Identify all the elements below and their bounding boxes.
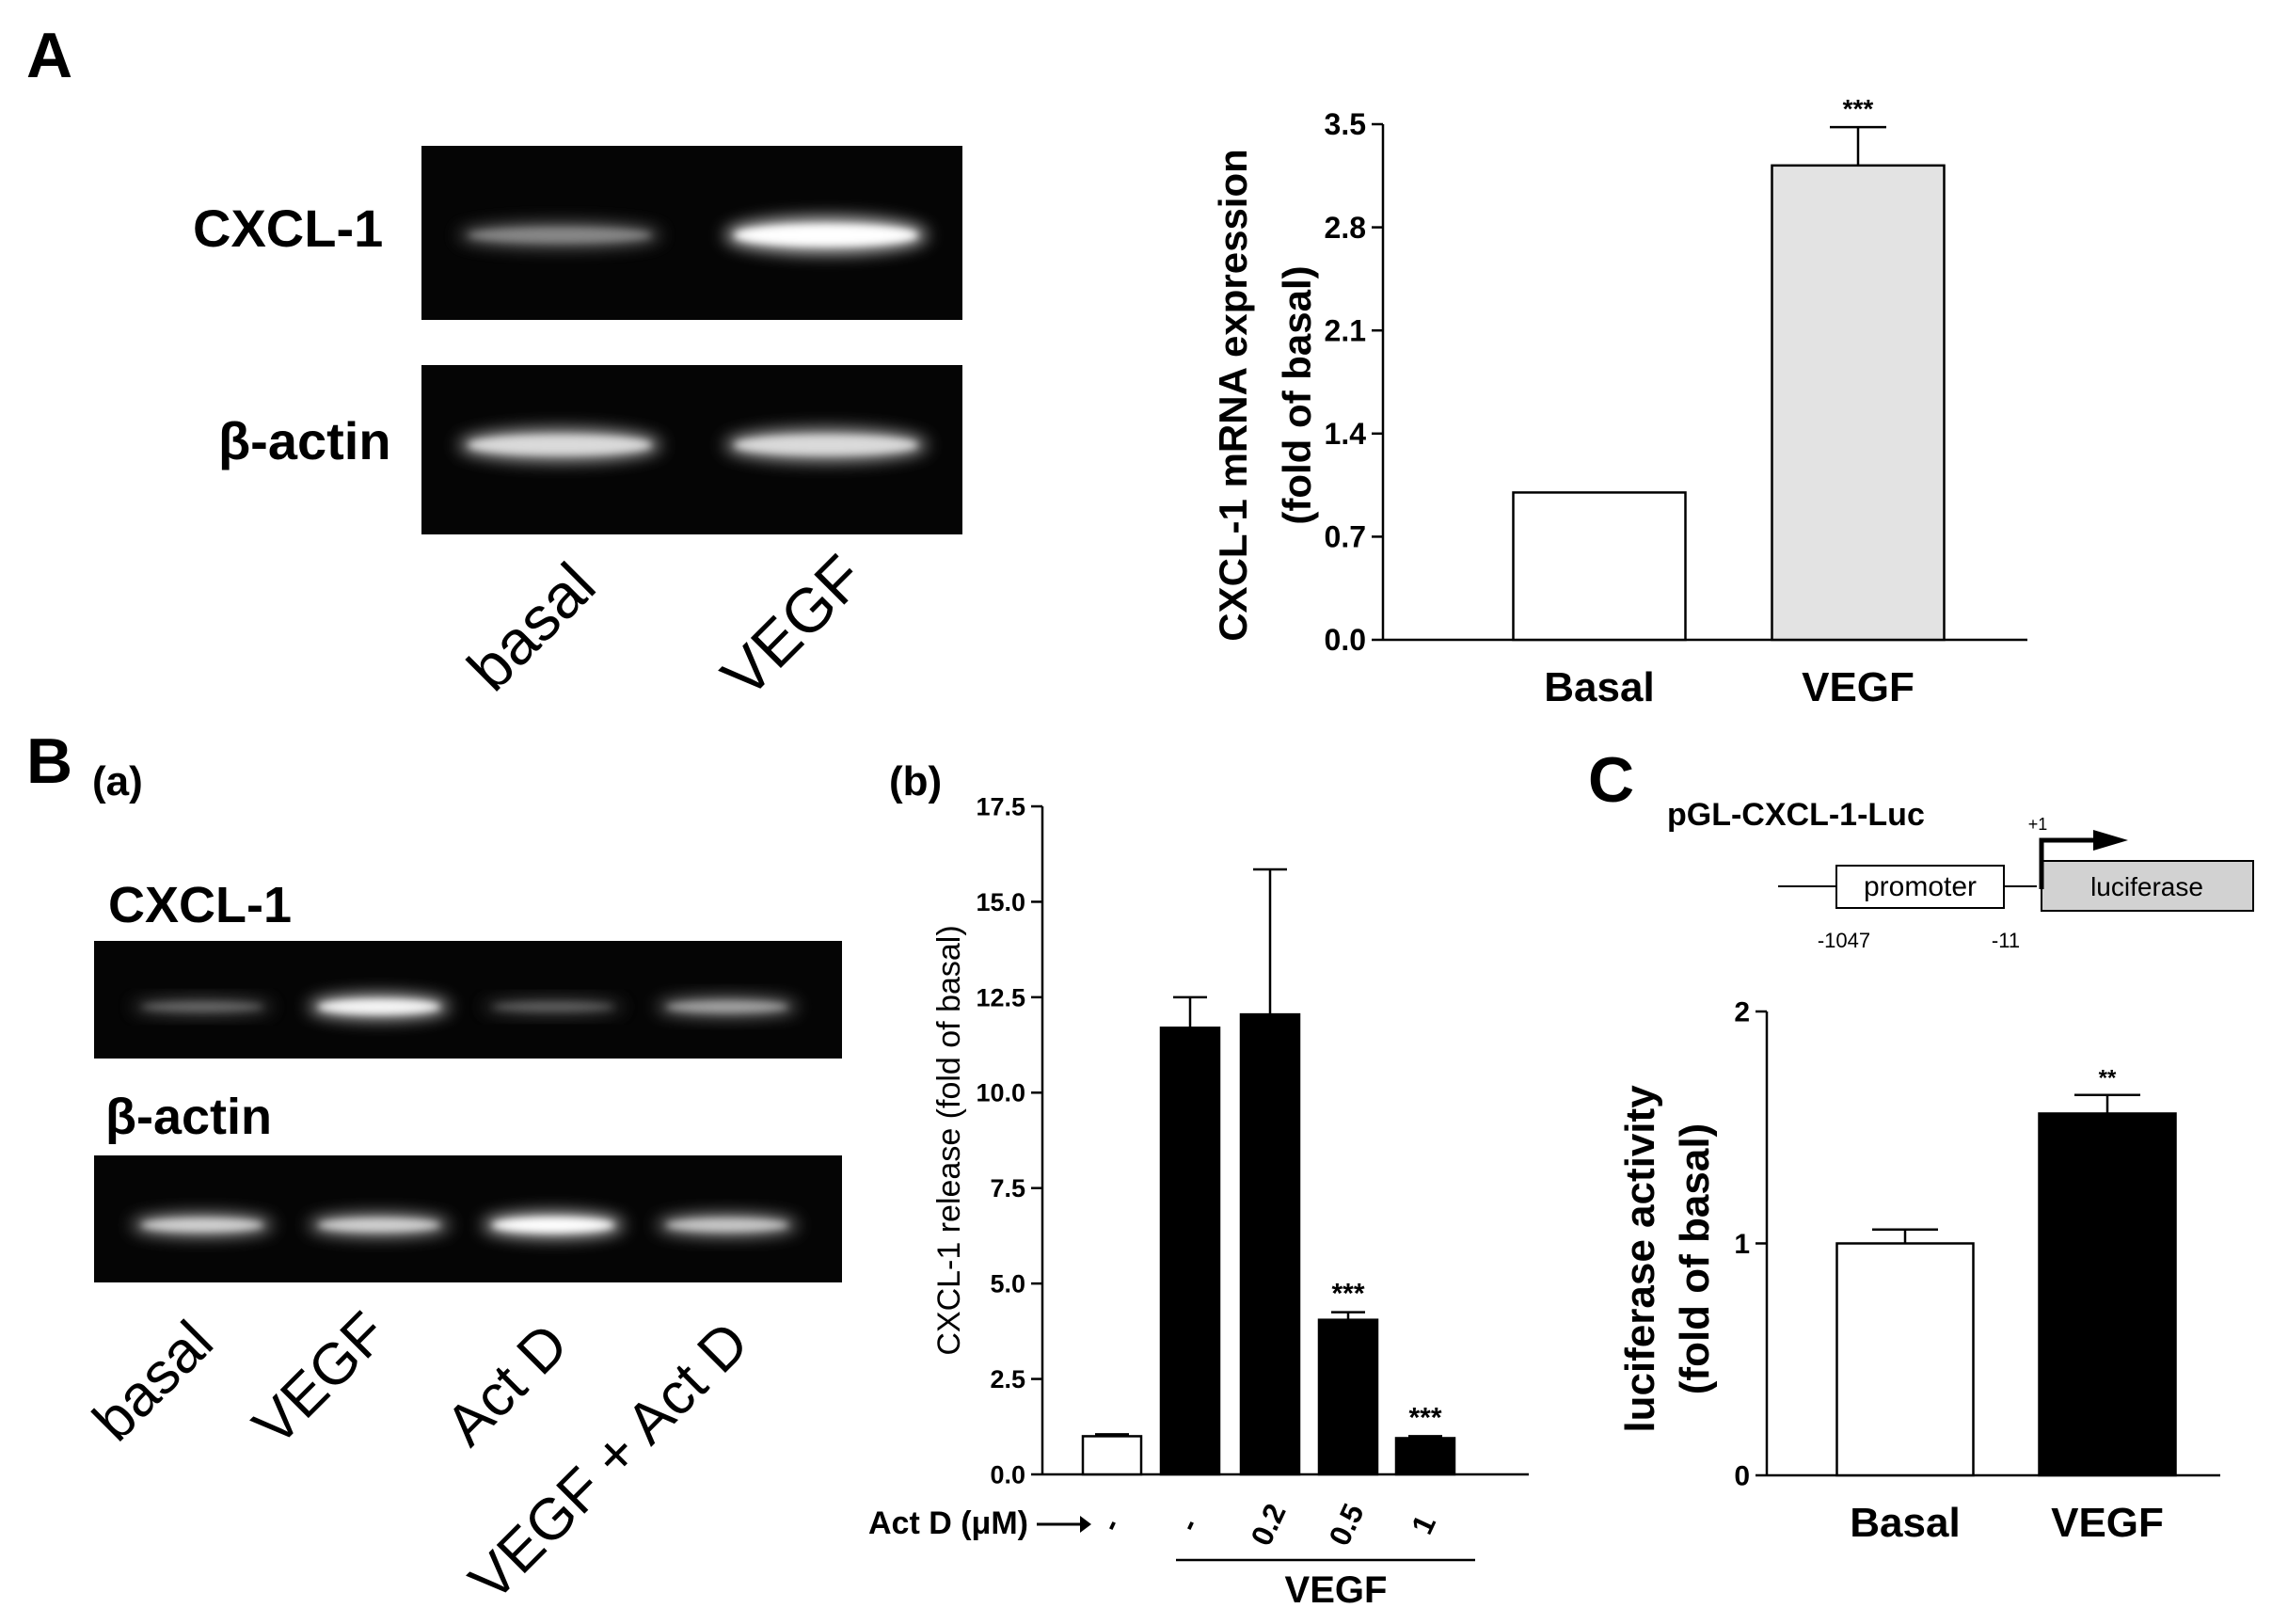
chart-b-ylabel: CXCL-1 release (fold of basal) <box>931 925 967 1355</box>
chart-b-bar-3 <box>1317 1318 1379 1476</box>
gel-b-band-core-1-0 <box>141 1218 263 1232</box>
gel-a-lane-vegf: VEGF <box>708 542 877 710</box>
chart-b-row-label: Act D (μM) <box>868 1505 1028 1541</box>
chart-a-ylabel-line1: CXCL-1 mRNA expression <box>1211 149 1255 642</box>
gel-b-band-core-0-1 <box>318 999 440 1014</box>
panel-label-b-sub-a: (a) <box>92 758 143 804</box>
gel-a-band-core-1-1 <box>734 436 918 454</box>
gel-a-band-core-1-0 <box>468 436 652 454</box>
promoter-box <box>1835 865 2005 909</box>
chart-b-bar-2 <box>1239 1012 1301 1476</box>
chart-a-y-tick-label-5: 3.5 <box>1325 107 1366 141</box>
gel-b-lane-actd: Act D <box>434 1312 580 1458</box>
gel-a: CXCL-1 β-actin basal VEGF <box>193 146 962 710</box>
chart-c-y-tick-label-2: 2 <box>1734 997 1750 1028</box>
chart-b-bar-1 <box>1159 1027 1221 1476</box>
gel-a-row-label-cxcl1: CXCL-1 <box>193 199 383 258</box>
tss-label: +1 <box>2028 815 2048 834</box>
panel-label-a: A <box>26 20 72 91</box>
panel-label-c: C <box>1588 744 1634 816</box>
chart-a-category-1: VEGF <box>1802 664 1915 710</box>
chart-b-y-tick-label-6: 15.0 <box>976 888 1025 916</box>
chart-b-y-tick-label-5: 12.5 <box>976 983 1025 1011</box>
chart-c-significance-1: ** <box>2099 1066 2117 1091</box>
chart-c-bar-1 <box>2038 1112 2177 1477</box>
tss-arrow <box>2039 837 2098 889</box>
gel-b-row-label-actin: β-actin <box>105 1089 272 1145</box>
gel-b-band-core-1-2 <box>492 1218 614 1233</box>
promoter-diagram: pGL-CXCL-1-Luc promoter luciferase +1 -1… <box>1667 797 2254 952</box>
chart-a-ylabel: CXCL-1 mRNA expression (fold of basal) <box>1211 149 1319 642</box>
chart-b-category-3: 0.5 <box>1322 1499 1370 1552</box>
chart-b-category-2: 0.2 <box>1244 1499 1292 1552</box>
chart-c-ylabel: luciferase activity (fold of basal) <box>1617 1085 1718 1433</box>
promoter-label: promoter <box>1864 871 1977 902</box>
chart-c-category-0: Basal <box>1850 1500 1960 1546</box>
gel-b-lane-basal: basal <box>81 1309 226 1454</box>
chart-c-y-tick-label-0: 0 <box>1734 1461 1750 1492</box>
panel-label-b: B <box>26 725 72 797</box>
chart-b-row-arrow <box>1037 1516 1091 1533</box>
gel-b-row-label-cxcl1: CXCL-1 <box>108 877 292 933</box>
chart-c-bar-0 <box>1835 1242 1975 1477</box>
chart-a-category-0: Basal <box>1544 664 1654 710</box>
panel-label-b-sub-b: (b) <box>889 758 942 804</box>
chart-c-category-1: VEGF <box>2051 1500 2164 1546</box>
gel-b-band-core-0-0 <box>141 1002 263 1011</box>
chart-b-y-tick-label-4: 10.0 <box>976 1079 1025 1107</box>
gel-a-band-core-0-0 <box>468 229 652 242</box>
chart-a-bar-0 <box>1512 491 1687 642</box>
chart-b-y-tick-label-1: 2.5 <box>990 1365 1025 1393</box>
gel-a-band-core-0-1 <box>734 225 918 246</box>
chart-a: CXCL-1 mRNA expression (fold of basal) 0… <box>1211 94 2027 710</box>
chart-b-y-tick-label-0: 0.0 <box>990 1460 1025 1489</box>
gel-b: CXCL-1 β-actin basal VEGF Act D VEGF + A… <box>81 877 842 1614</box>
chart-a-ylabel-line2: (fold of basal) <box>1275 265 1319 524</box>
gel-b-lane-vegf: VEGF <box>241 1300 399 1458</box>
chart-b-category-0: - <box>1092 1513 1127 1536</box>
gel-a-lane-basal: basal <box>454 549 609 704</box>
chart-b-significance-3: *** <box>1331 1279 1364 1310</box>
chart-a-y-tick-label-0: 0.0 <box>1325 623 1366 657</box>
luciferase-label: luciferase <box>2090 872 2203 901</box>
chart-c-ylabel-line2: (fold of basal) <box>1672 1123 1718 1394</box>
construct-name: pGL-CXCL-1-Luc <box>1667 797 1925 833</box>
chart-b-y-tick-label-3: 7.5 <box>990 1174 1025 1202</box>
tss-arrowhead <box>2093 830 2128 851</box>
chart-c: luciferase activity (fold of basal) 0 1 2 B… <box>1617 997 2220 1546</box>
luciferase-box <box>2041 860 2254 912</box>
chart-a-y-tick-label-1: 0.7 <box>1325 520 1366 554</box>
chart-a-y-tick-label-3: 2.1 <box>1325 313 1366 347</box>
chart-c-y-tick-label-1: 1 <box>1734 1229 1750 1260</box>
chart-b-significance-4: *** <box>1408 1402 1441 1433</box>
gel-a-row-label-actin: β-actin <box>218 411 391 470</box>
position-label-11: -11 <box>1992 929 2020 952</box>
chart-b: CXCL-1 release (fold of basal) Act D (μM… <box>868 792 1529 1611</box>
chart-a-y-tick-label-2: 1.4 <box>1325 417 1367 451</box>
gel-b-band-core-1-3 <box>666 1218 788 1232</box>
chart-b-y-tick-label-7: 17.5 <box>976 792 1025 820</box>
gel-b-band-core-0-2 <box>492 1002 614 1011</box>
chart-a-significance-1: *** <box>1843 94 1874 123</box>
gel-b-band-core-0-3 <box>666 1001 788 1012</box>
chart-b-group-label: VEGF <box>1285 1569 1388 1611</box>
chart-a-bar-1 <box>1771 164 1946 642</box>
chart-b-bar-4 <box>1394 1437 1456 1476</box>
chart-b-y-tick-label-2: 5.0 <box>990 1270 1025 1298</box>
chart-a-y-tick-label-4: 2.8 <box>1325 211 1366 245</box>
gel-b-band-core-1-1 <box>318 1218 440 1232</box>
chart-c-ylabel-line1: luciferase activity <box>1617 1085 1663 1433</box>
chart-b-category-4: 1 <box>1405 1510 1442 1539</box>
position-label-1047: -1047 <box>1818 929 1870 952</box>
chart-b-bar-0 <box>1081 1435 1143 1476</box>
chart-b-category-1: - <box>1170 1513 1205 1536</box>
